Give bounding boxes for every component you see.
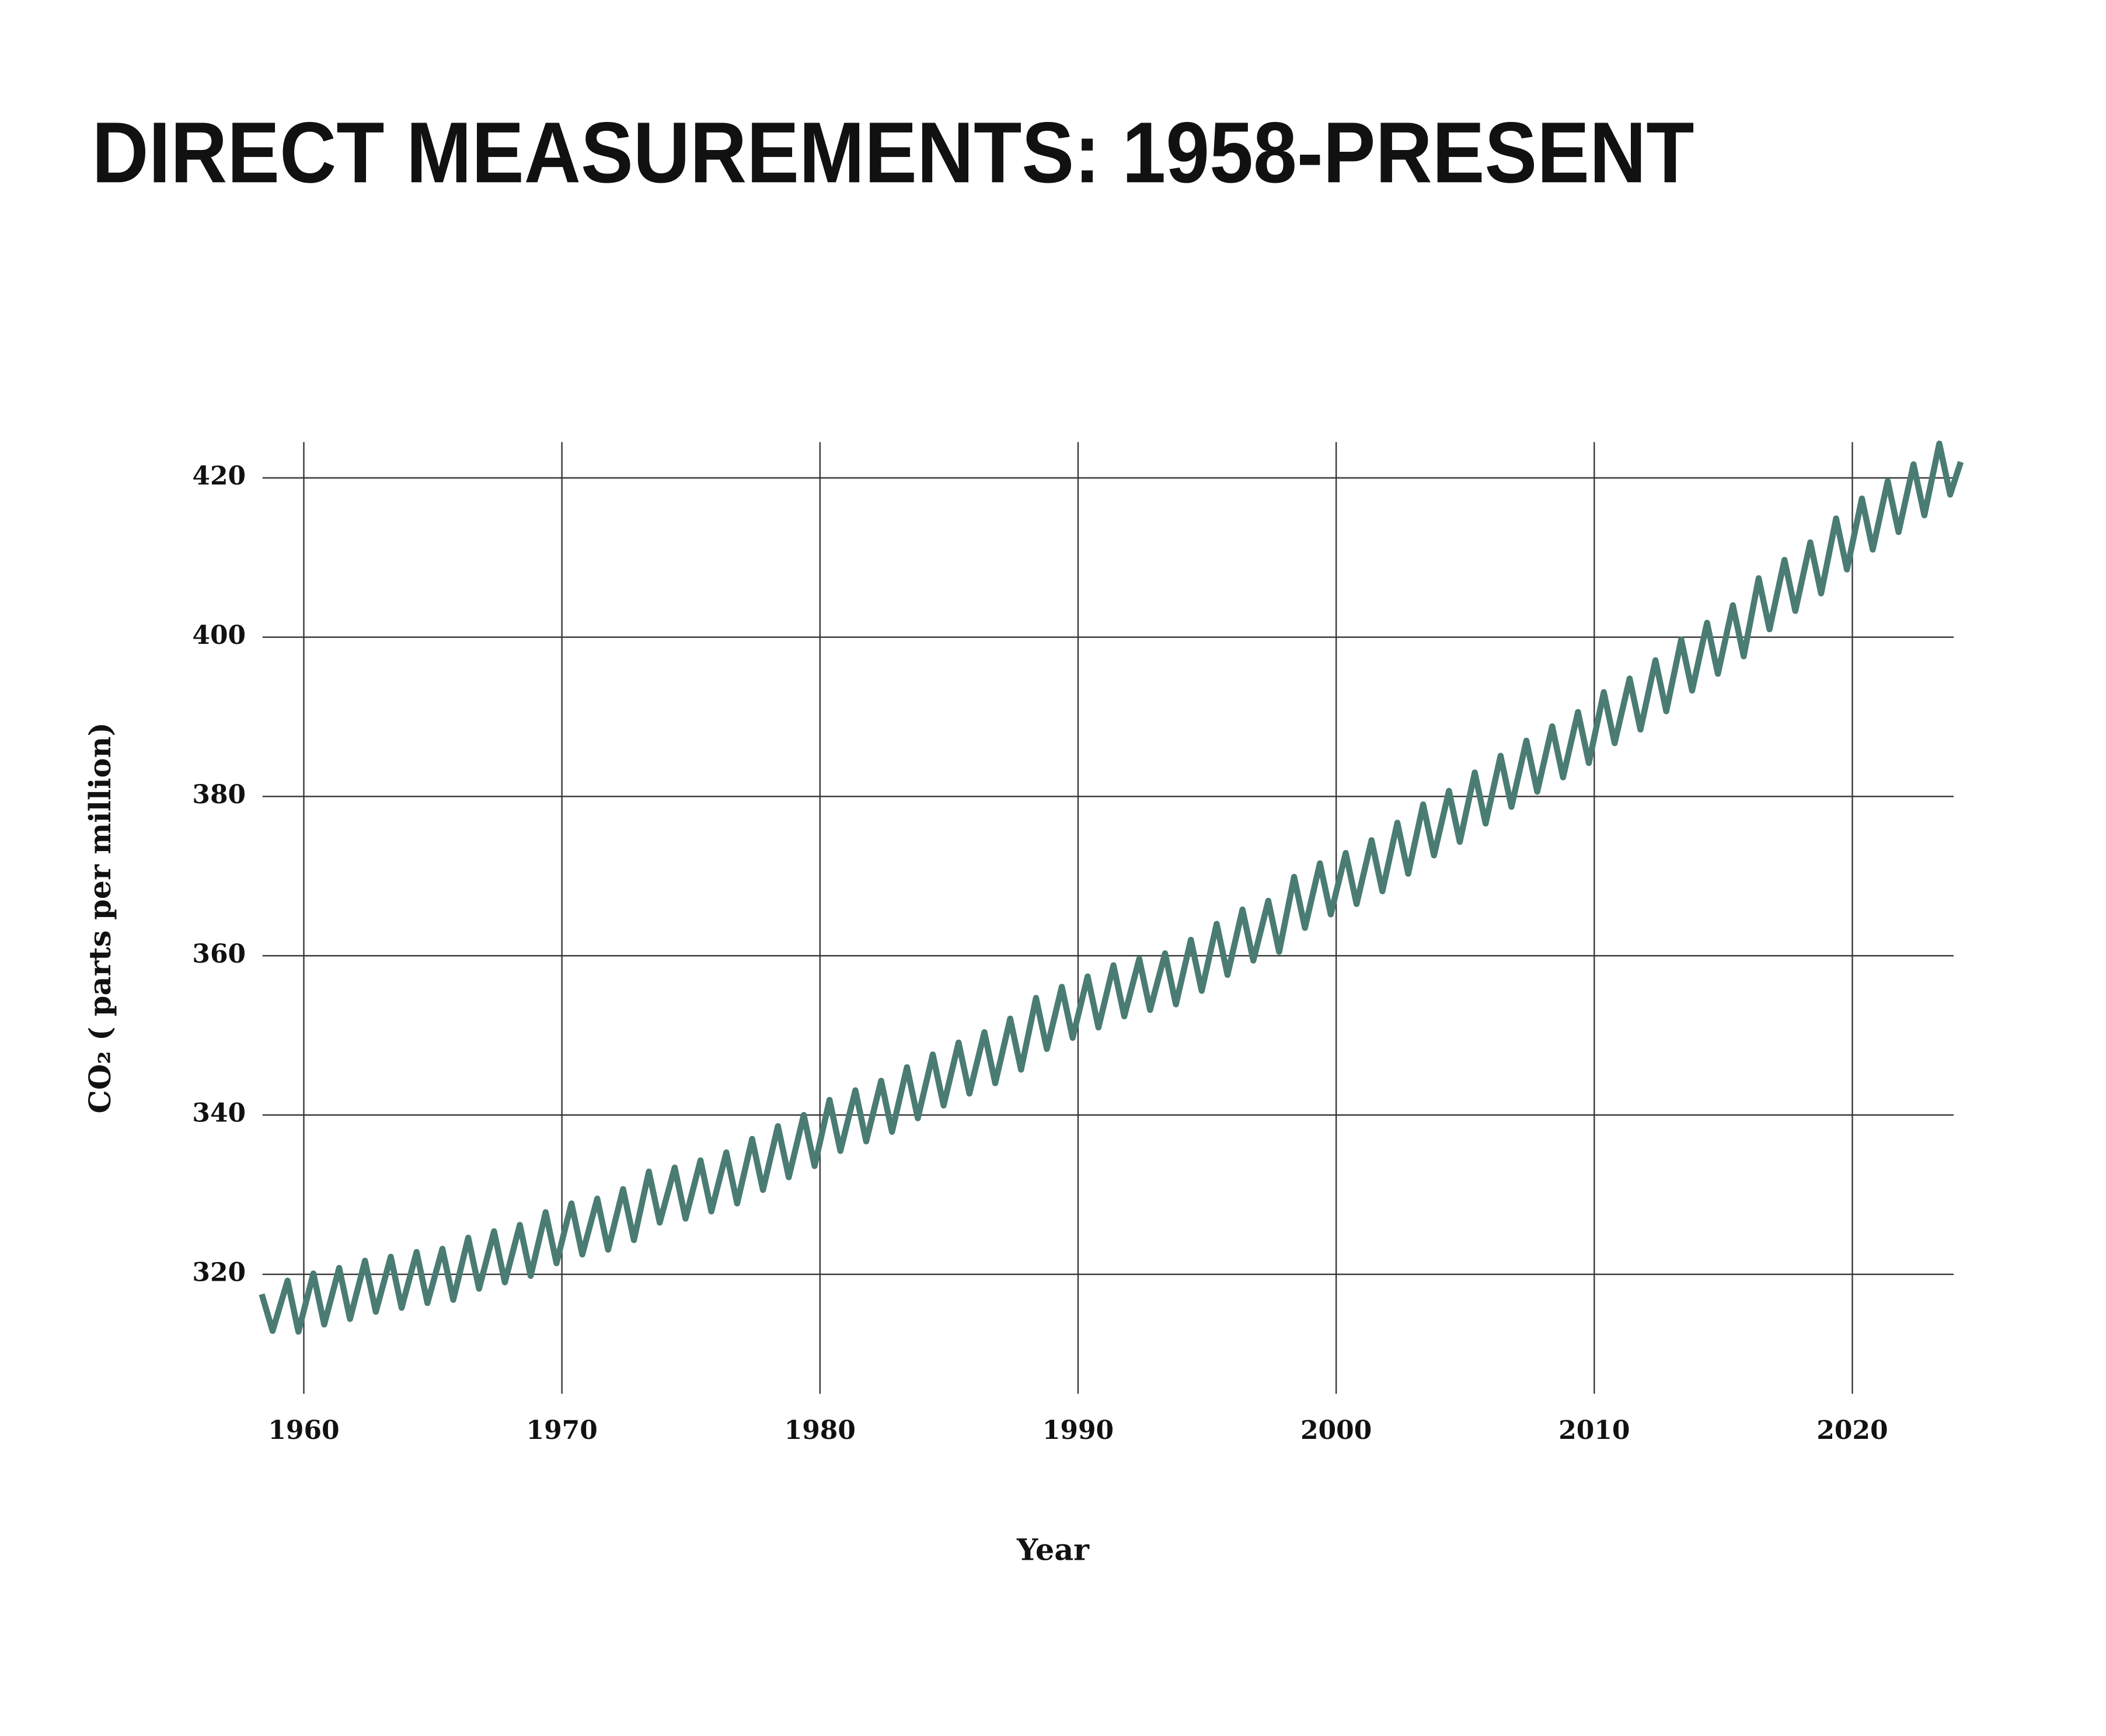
- x-tick-label: 1990: [1042, 1416, 1114, 1445]
- x-axis-label: Year: [1016, 1532, 1090, 1567]
- y-tick-label: 420: [192, 461, 246, 491]
- co2-line: [259, 440, 1964, 1335]
- chart-title: DIRECT MEASUREMENTS: 1958-PRESENT: [92, 104, 1694, 201]
- y-tick-label: 360: [192, 939, 246, 969]
- x-tick-label: 1980: [784, 1416, 856, 1445]
- y-tick-label: 400: [192, 621, 246, 650]
- x-tick-label: 2020: [1816, 1416, 1888, 1445]
- x-tick-label: 1970: [526, 1416, 598, 1445]
- y-tick-label: 380: [192, 780, 246, 810]
- y-tick-label: 320: [192, 1258, 246, 1288]
- x-tick-label: 2000: [1300, 1416, 1372, 1445]
- x-tick-label: 1960: [268, 1416, 339, 1445]
- y-tick-label: 340: [192, 1099, 246, 1128]
- x-tick-label: 2010: [1558, 1416, 1630, 1445]
- y-axis-label: CO₂ ( parts per million): [82, 722, 117, 1113]
